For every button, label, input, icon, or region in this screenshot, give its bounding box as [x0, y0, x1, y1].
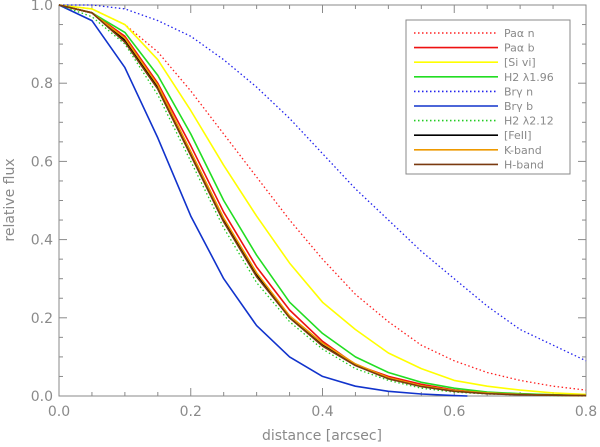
- x-tick-label: 0.6: [443, 404, 465, 420]
- series-line-2: [58, 4, 587, 396]
- series-line-5: [58, 4, 468, 397]
- legend-label: H2 λ2.12: [504, 115, 554, 128]
- legend-label: K-band: [504, 144, 542, 157]
- legend-label: Brγ b: [504, 100, 533, 113]
- legend-label: H-band: [504, 158, 544, 171]
- series-lines: [58, 4, 587, 397]
- y-tick-label: 0.8: [31, 76, 53, 92]
- legend-label: Paα n: [504, 27, 535, 40]
- series-line-0: [58, 4, 587, 391]
- series-line-9: [58, 4, 587, 397]
- legend-box: [405, 19, 571, 175]
- y-tick-label: 0.4: [31, 233, 53, 249]
- y-tick-label: 0.6: [31, 154, 53, 170]
- x-tick-label: 0.8: [575, 404, 597, 420]
- x-axis-label: distance [arcsec]: [262, 428, 382, 444]
- legend-label: [Si vi]: [504, 56, 536, 69]
- y-tick-label: 0.2: [31, 311, 53, 327]
- y-axis-label: relative flux: [2, 158, 18, 241]
- x-tick-label: 0.4: [311, 404, 333, 420]
- legend-label: Paα b: [504, 42, 535, 55]
- legend-label: Brγ n: [504, 85, 533, 98]
- series-line-4: [59, 4, 587, 362]
- y-tick-label: 0.0: [31, 389, 53, 405]
- axis-ticks: 0.0 0.2 0.4 0.6 0.8 0.0 0.2 0.4 0.6 0.8 1.0: [31, 0, 597, 420]
- legend-label: H2 λ1.96: [504, 71, 554, 84]
- x-tick-label: 0.0: [48, 404, 70, 420]
- x-tick-label: 0.2: [180, 404, 202, 420]
- legend-label: [FeII]: [504, 129, 532, 142]
- y-tick-label: 1.0: [31, 0, 53, 14]
